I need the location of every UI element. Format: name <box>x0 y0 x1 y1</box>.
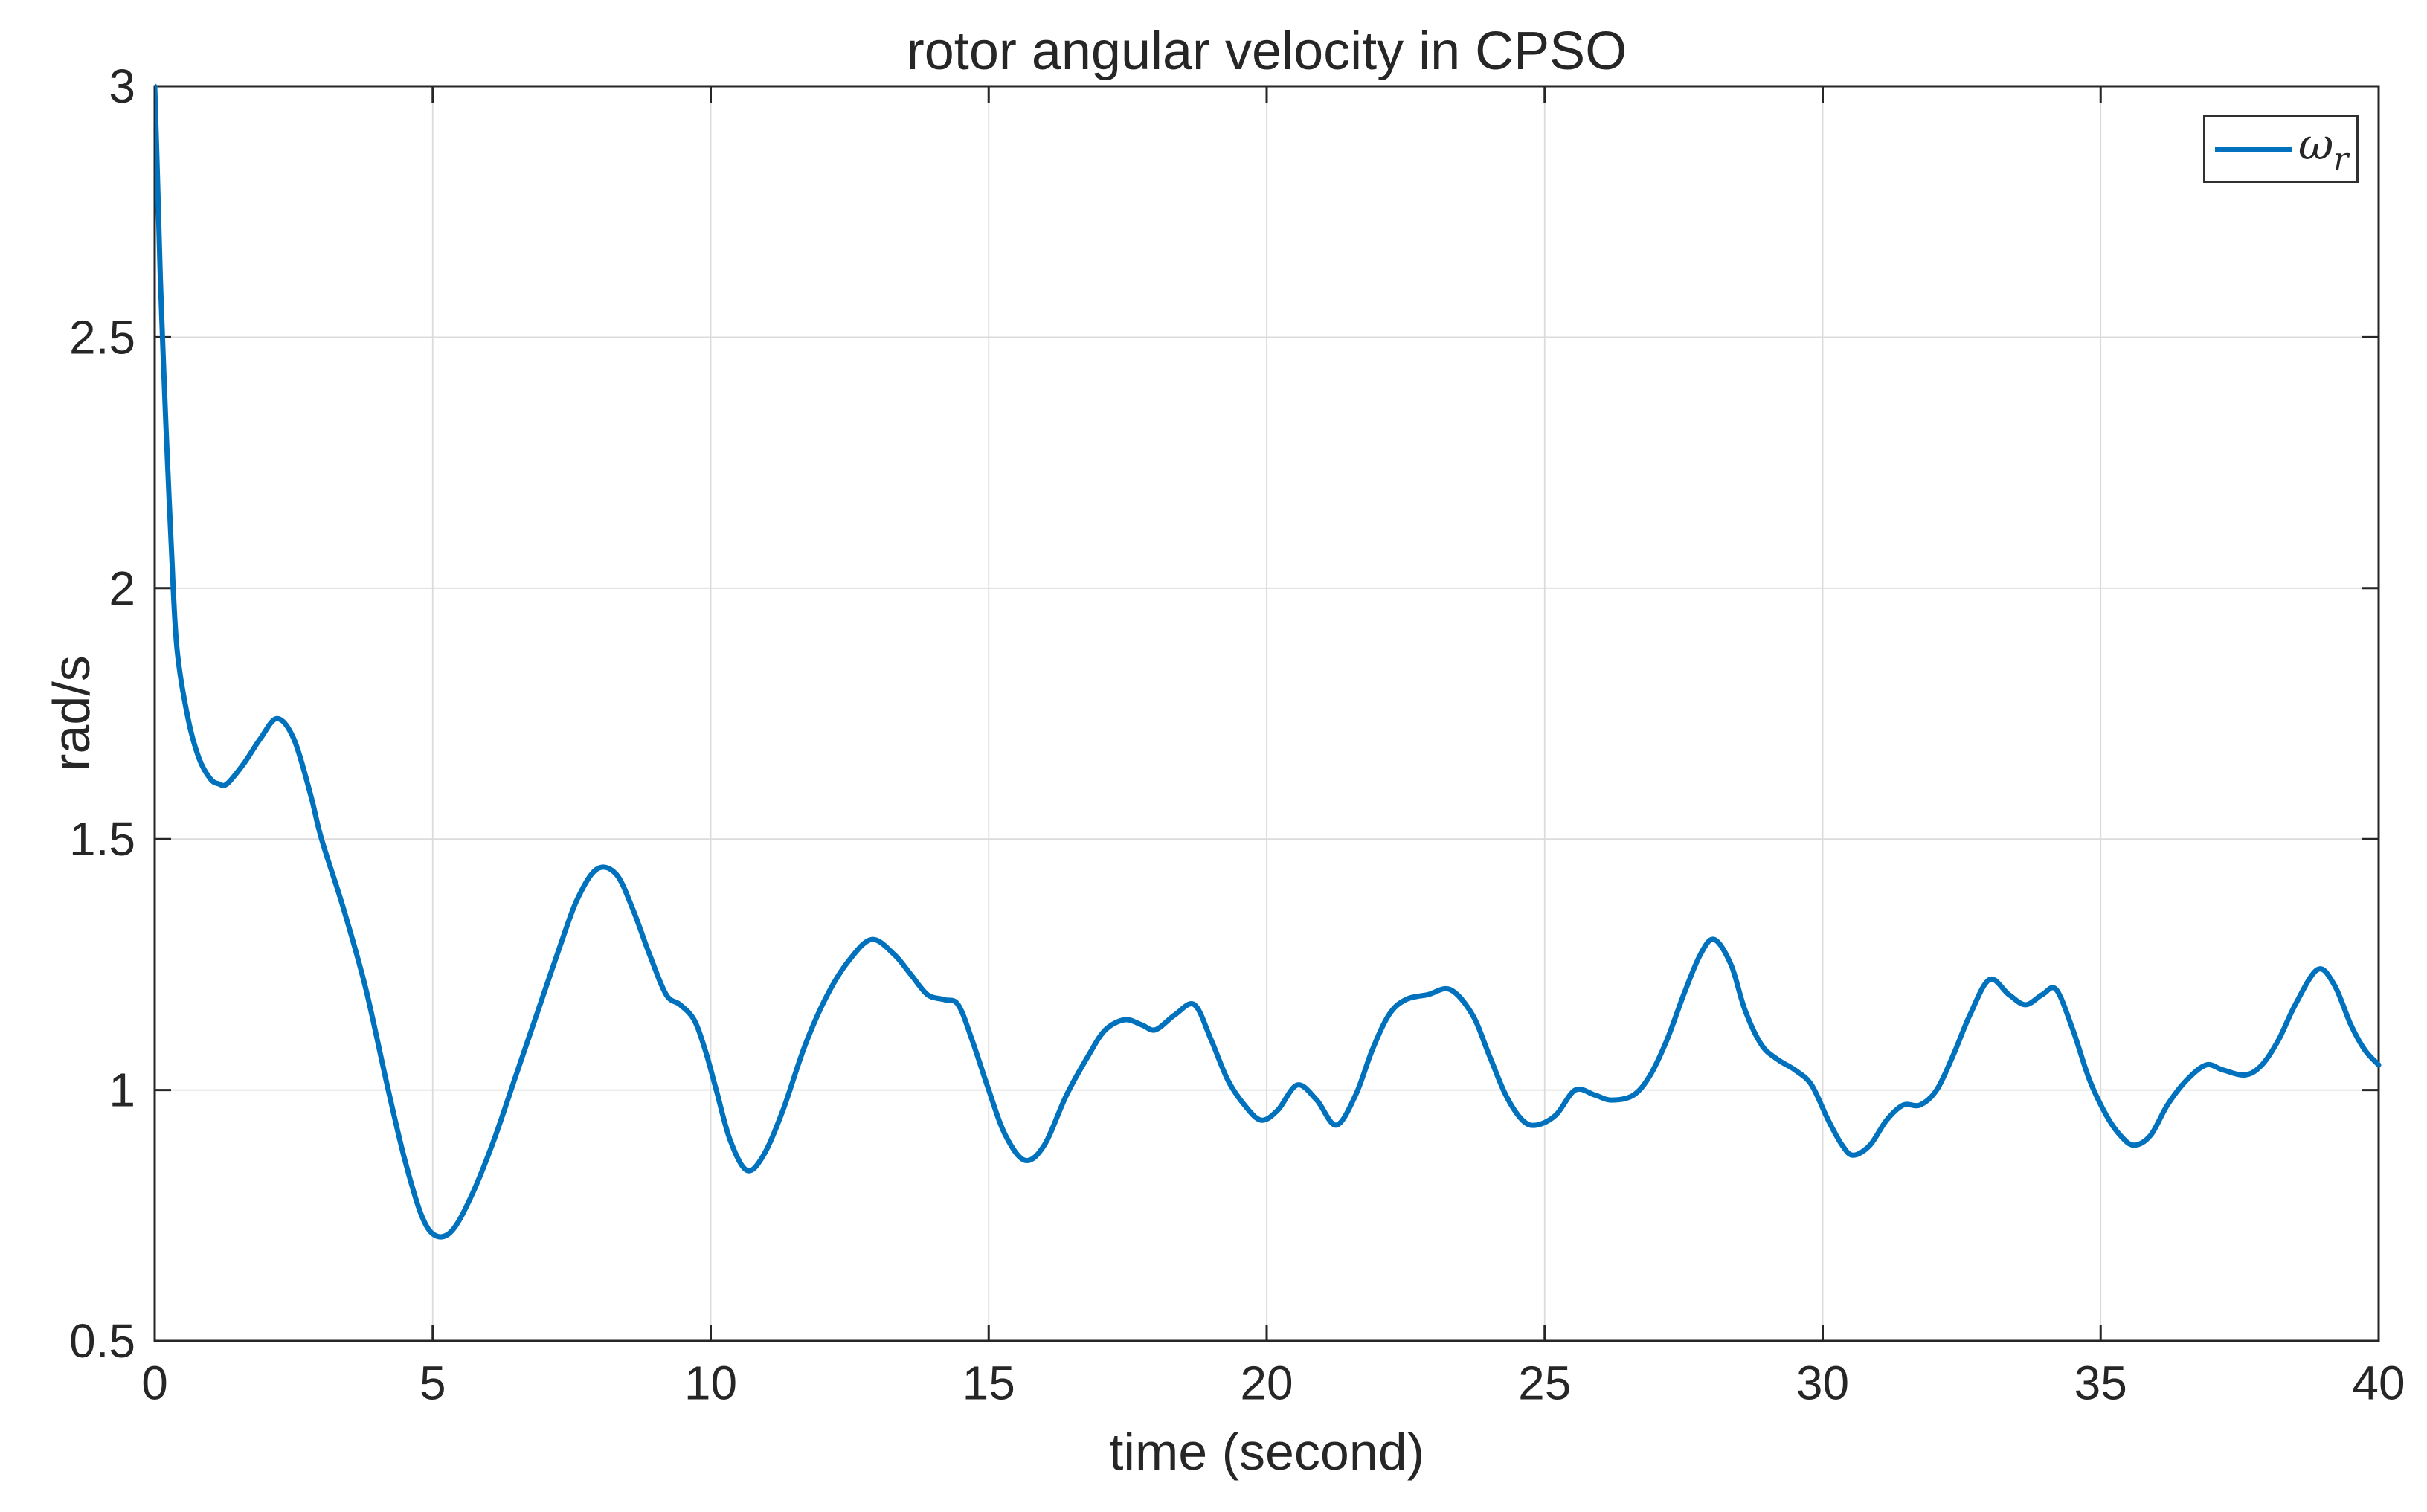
x-tick-label: 35 <box>2074 1356 2127 1409</box>
y-tick-label: 2.5 <box>69 310 135 364</box>
y-tick-label: 0.5 <box>69 1314 135 1368</box>
x-tick-label: 40 <box>2352 1356 2405 1409</box>
legend: ωr <box>2203 115 2359 183</box>
legend-label: ωr <box>2298 123 2348 175</box>
x-tick-label: 30 <box>1796 1356 1849 1409</box>
y-tick-label: 1.5 <box>69 812 135 866</box>
x-axis-label: time (second) <box>1108 1423 1425 1481</box>
x-tick-label: 25 <box>1518 1356 1571 1409</box>
y-tick-label: 2 <box>109 562 135 615</box>
omega-subscript: r <box>2333 141 2349 177</box>
x-tick-label: 15 <box>962 1356 1015 1409</box>
y-tick-label: 1 <box>109 1064 135 1117</box>
omega-symbol: ω <box>2298 119 2334 170</box>
y-tick-label: 3 <box>109 59 135 113</box>
legend-line-sample <box>2215 146 2292 152</box>
series-line-omega_r <box>155 83 2382 1240</box>
chart-title: rotor angular velocity in CPSO <box>906 22 1627 81</box>
x-tick-label: 10 <box>684 1356 737 1409</box>
x-tick-label: 5 <box>419 1356 446 1409</box>
x-tick-label: 0 <box>141 1356 168 1409</box>
x-tick-label: 20 <box>1240 1356 1293 1409</box>
